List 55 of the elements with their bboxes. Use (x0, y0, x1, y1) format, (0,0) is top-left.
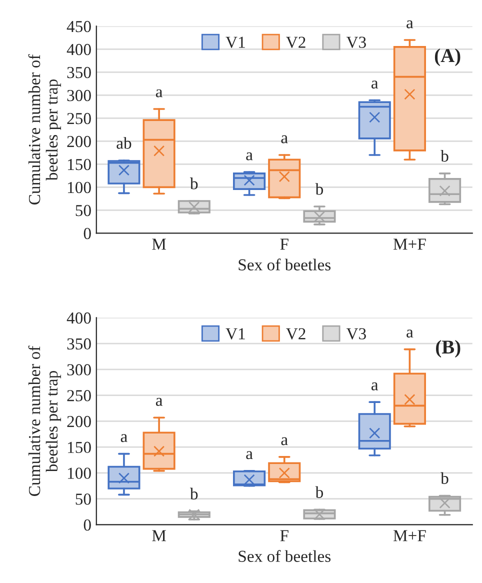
y-tick-label: 0 (84, 228, 91, 240)
x-tick-label: F (280, 530, 288, 542)
y-tick-label: 300 (67, 90, 91, 102)
y-tick-label: 50 (76, 204, 91, 216)
legend-label: V2 (286, 328, 306, 340)
legend-label: V3 (346, 328, 366, 340)
x-axis-title: Sex of beetles (238, 550, 331, 562)
annotation: a (406, 330, 414, 338)
y-tick-label: 100 (68, 182, 91, 194)
annotation: a (156, 398, 163, 406)
y-tick-label: 200 (67, 136, 91, 148)
legend-label: V1 (226, 328, 245, 340)
y-axis-title: Cumulative number of beetles per trap (28, 346, 61, 496)
y-tick-label: 400 (66, 44, 91, 56)
x-tick-label: M+F (393, 238, 426, 250)
annotation: b (315, 486, 323, 498)
annotation: b (190, 488, 198, 500)
annotation: a (120, 434, 128, 442)
y-tick-label: 150 (68, 158, 91, 170)
annotation: a (406, 20, 414, 28)
y-tick-label: 250 (67, 112, 91, 124)
annotation: a (371, 80, 378, 89)
annotation: (B) (436, 340, 460, 358)
y-tick-label: 350 (67, 66, 91, 78)
annotation: a (281, 135, 288, 144)
annotation: (A) (434, 48, 460, 66)
y-tick-label: 50 (76, 494, 91, 505)
y-axis-title: Cumulative number of beetles per trap (28, 54, 61, 204)
y-tick-label: 450 (66, 20, 91, 32)
x-axis-title: Sex of beetles (238, 258, 331, 270)
x-tick-label: F (280, 238, 288, 250)
x-tick-label: M (152, 530, 166, 542)
annotation: a (281, 437, 288, 446)
annotation: b (440, 472, 448, 484)
y-tick-label: 100 (68, 468, 91, 479)
y-tick-label: 400 (66, 312, 91, 324)
annotation: b (190, 178, 198, 190)
legend-label: V2 (286, 36, 306, 48)
y-tick-label: 250 (67, 390, 91, 402)
x-tick-label: M (152, 238, 166, 250)
annotation: a (246, 451, 253, 460)
x-tick-label: M+F (393, 530, 426, 542)
y-tick-label: 0 (84, 519, 91, 531)
annotation: b (440, 150, 448, 162)
y-tick-label: 350 (67, 338, 91, 350)
annotation: a (371, 382, 378, 390)
annotation: ab (116, 137, 132, 149)
legend-label: V3 (346, 36, 366, 48)
annotation: a (156, 89, 163, 98)
annotation: a (246, 152, 253, 160)
annotation: b (315, 183, 323, 195)
y-tick-label: 300 (67, 364, 91, 376)
legend-label: V1 (226, 36, 245, 48)
y-tick-label: 150 (68, 442, 91, 454)
y-tick-label: 200 (67, 416, 91, 428)
